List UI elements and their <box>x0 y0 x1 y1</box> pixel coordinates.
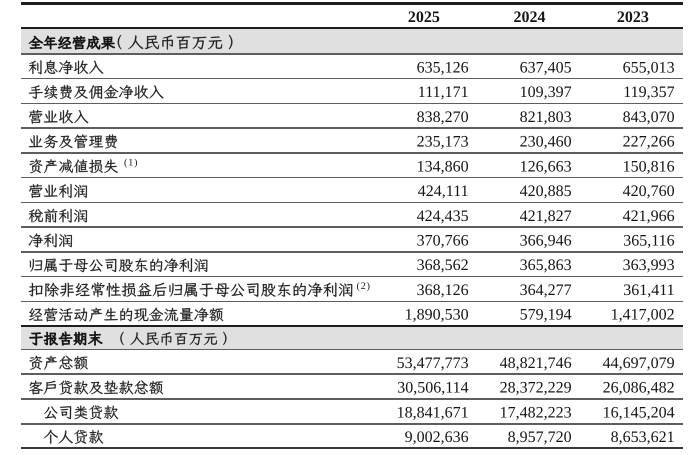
svg-text:8,653,621: 8,653,621 <box>611 429 675 446</box>
svg-text:119,357: 119,357 <box>623 84 674 101</box>
svg-text:368,126: 368,126 <box>417 282 469 299</box>
svg-text:26,086,482: 26,086,482 <box>603 380 675 397</box>
svg-text:1,890,530: 1,890,530 <box>405 307 469 324</box>
svg-text:635,126: 635,126 <box>417 59 469 76</box>
svg-text:843,070: 843,070 <box>623 109 675 126</box>
svg-text:18,841,671: 18,841,671 <box>397 404 469 421</box>
svg-text:150,816: 150,816 <box>623 158 675 175</box>
svg-text:30,506,114: 30,506,114 <box>397 380 468 397</box>
svg-text:365,116: 365,116 <box>623 232 674 249</box>
svg-text:655,013: 655,013 <box>623 59 675 76</box>
svg-text:17,482,223: 17,482,223 <box>500 404 572 421</box>
svg-text:48,821,746: 48,821,746 <box>500 355 572 372</box>
svg-text:420,885: 420,885 <box>520 183 572 200</box>
svg-text:2025: 2025 <box>408 9 440 26</box>
svg-text:363,993: 363,993 <box>623 257 675 274</box>
svg-text:109,397: 109,397 <box>520 84 572 101</box>
svg-text:227,266: 227,266 <box>623 134 675 151</box>
svg-text:579,194: 579,194 <box>520 307 572 324</box>
svg-text:424,435: 424,435 <box>417 208 469 225</box>
svg-text:16,145,204: 16,145,204 <box>603 404 675 421</box>
svg-text:1,417,002: 1,417,002 <box>611 307 675 324</box>
svg-text:637,405: 637,405 <box>520 59 572 76</box>
svg-text:420,760: 420,760 <box>623 183 675 200</box>
svg-text:9,002,636: 9,002,636 <box>405 429 469 446</box>
svg-text:53,477,773: 53,477,773 <box>397 355 469 372</box>
svg-text:235,173: 235,173 <box>417 134 469 151</box>
svg-text:(2): (2) <box>357 281 371 292</box>
svg-text:365,863: 365,863 <box>520 257 572 274</box>
svg-text:44,697,079: 44,697,079 <box>603 355 675 372</box>
svg-text:134,860: 134,860 <box>417 158 469 175</box>
svg-text:28,372,229: 28,372,229 <box>500 380 572 397</box>
svg-text:126,663: 126,663 <box>520 158 572 175</box>
svg-text:2024: 2024 <box>514 9 546 26</box>
svg-text:821,803: 821,803 <box>520 109 572 126</box>
svg-text:361,411: 361,411 <box>623 282 674 299</box>
svg-text:111,171: 111,171 <box>418 84 469 101</box>
svg-text:364,277: 364,277 <box>520 282 572 299</box>
svg-text:368,562: 368,562 <box>417 257 469 274</box>
svg-text:421,827: 421,827 <box>520 208 572 225</box>
svg-text:421,966: 421,966 <box>623 208 675 225</box>
svg-text:838,270: 838,270 <box>417 109 469 126</box>
svg-text:230,460: 230,460 <box>520 134 572 151</box>
svg-text:424,111: 424,111 <box>418 183 469 200</box>
svg-text:8,957,720: 8,957,720 <box>508 429 572 446</box>
svg-text:370,766: 370,766 <box>417 232 469 249</box>
svg-text:366,946: 366,946 <box>520 232 572 249</box>
svg-text:(1): (1) <box>124 157 138 168</box>
svg-text:2023: 2023 <box>617 9 649 26</box>
